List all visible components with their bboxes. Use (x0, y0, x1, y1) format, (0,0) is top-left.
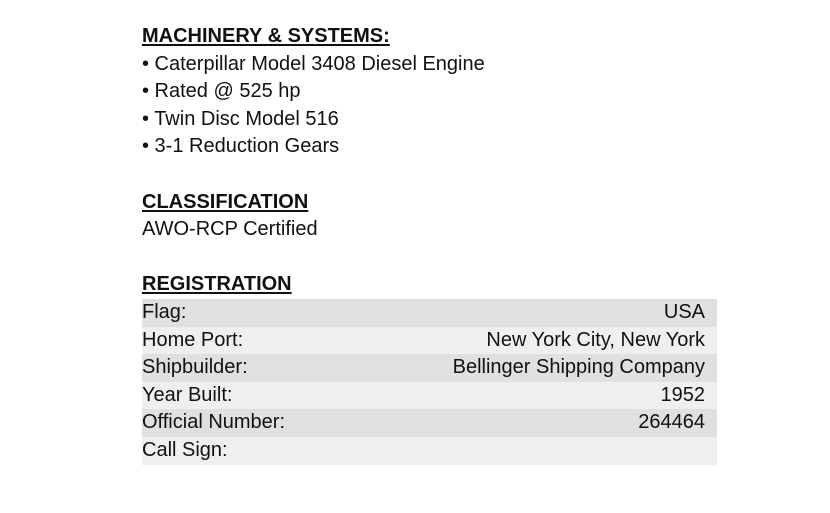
table-row: Official Number: 264464 (142, 409, 717, 437)
table-row: Flag: USA (142, 298, 717, 327)
row-value: 1952 (660, 383, 706, 406)
table-row: Call Sign: (142, 436, 717, 465)
classification-value: AWO-RCP Certified (142, 218, 318, 241)
row-label: Home Port: (142, 328, 244, 351)
table-row: Home Port: New York City, New York (142, 326, 717, 355)
document: MACHINERY & SYSTEMS: • Caterpillar Model… (142, 23, 717, 465)
row-label: Call Sign: (142, 438, 228, 461)
row-value: Bellinger Shipping Company (452, 356, 705, 379)
row-label: Shipbuilder: (142, 356, 248, 379)
row-label: Official Number: (142, 411, 286, 434)
list-item: • Twin Disc Model 516 (142, 107, 339, 130)
list-item: • Caterpillar Model 3408 Diesel Engine (142, 52, 485, 75)
row-value: 264464 (638, 411, 705, 434)
table-row: Shipbuilder: Bellinger Shipping Company (142, 354, 717, 382)
list-item: • 3-1 Reduction Gears (142, 135, 340, 158)
row-value: New York City, New York (486, 328, 705, 351)
registration-heading: REGISTRATION (142, 273, 292, 296)
machinery-heading: MACHINERY & SYSTEMS: (142, 25, 390, 47)
registration-table: Flag: USA Home Port: New York City, New Yo… (142, 298, 717, 465)
table-row: Year Built: 1952 (142, 381, 717, 410)
list-item: • Rated @ 525 hp (142, 80, 301, 103)
row-label: Flag: (142, 300, 187, 323)
classification-heading: CLASSIFICATION (142, 190, 309, 213)
row-label: Year Built: (142, 383, 233, 406)
row-value: USA (663, 300, 705, 323)
